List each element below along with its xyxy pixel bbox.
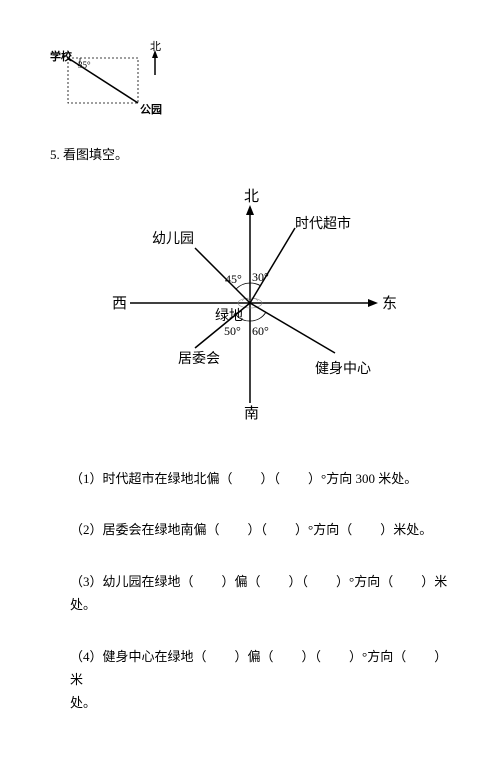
- center-label: 绿地: [215, 308, 243, 324]
- question-number: 5.: [50, 147, 60, 162]
- question-item-3: （3）幼儿园在绿地（）偏（）（）°方向（）米处。: [50, 570, 450, 617]
- main-direction-figure: 北 南 东 西 绿地 幼儿园 时代超市 居委会 健身中心 45° 30° 50°…: [100, 183, 400, 427]
- question-item-4: （4）健身中心在绿地（）偏（）（）°方向（）米 处。: [50, 645, 450, 715]
- question-text: 看图填空。: [63, 147, 128, 162]
- gym-label: 健身中心: [315, 361, 371, 377]
- question-item-1: （1）时代超市在绿地北偏（）（）°方向 300 米处。: [50, 467, 450, 490]
- east-axis-label: 东: [382, 295, 397, 312]
- angle-45-label: 45°: [225, 272, 242, 286]
- school-label: 学校: [50, 49, 73, 63]
- south-axis-label: 南: [244, 405, 259, 422]
- park-label: 公园: [140, 103, 162, 116]
- q1-text: （1）时代超市在绿地北偏（: [70, 471, 233, 486]
- angle-35-label: 35°: [78, 60, 91, 70]
- north-label: 北: [150, 40, 161, 53]
- supermarket-label: 时代超市: [295, 215, 351, 232]
- angle-30-label: 30°: [252, 270, 269, 284]
- question-title: 5. 看图填空。: [50, 144, 450, 163]
- q4-text: （4）健身中心在绿地（: [70, 649, 207, 664]
- small-direction-figure: 北 35° 学校 公园: [50, 40, 450, 124]
- committee-label: 居委会: [178, 351, 220, 367]
- west-axis-label: 西: [112, 296, 127, 312]
- kindergarten-label: 幼儿园: [152, 231, 194, 247]
- q3-text: （3）幼儿园在绿地（: [70, 574, 194, 589]
- question-item-2: （2）居委会在绿地南偏（）（）°方向（）米处。: [50, 518, 450, 541]
- angle-60-label: 60°: [252, 324, 269, 338]
- north-axis-label: 北: [244, 188, 259, 205]
- angle-50-label: 50°: [224, 324, 241, 338]
- q2-text: （2）居委会在绿地南偏（: [70, 522, 220, 537]
